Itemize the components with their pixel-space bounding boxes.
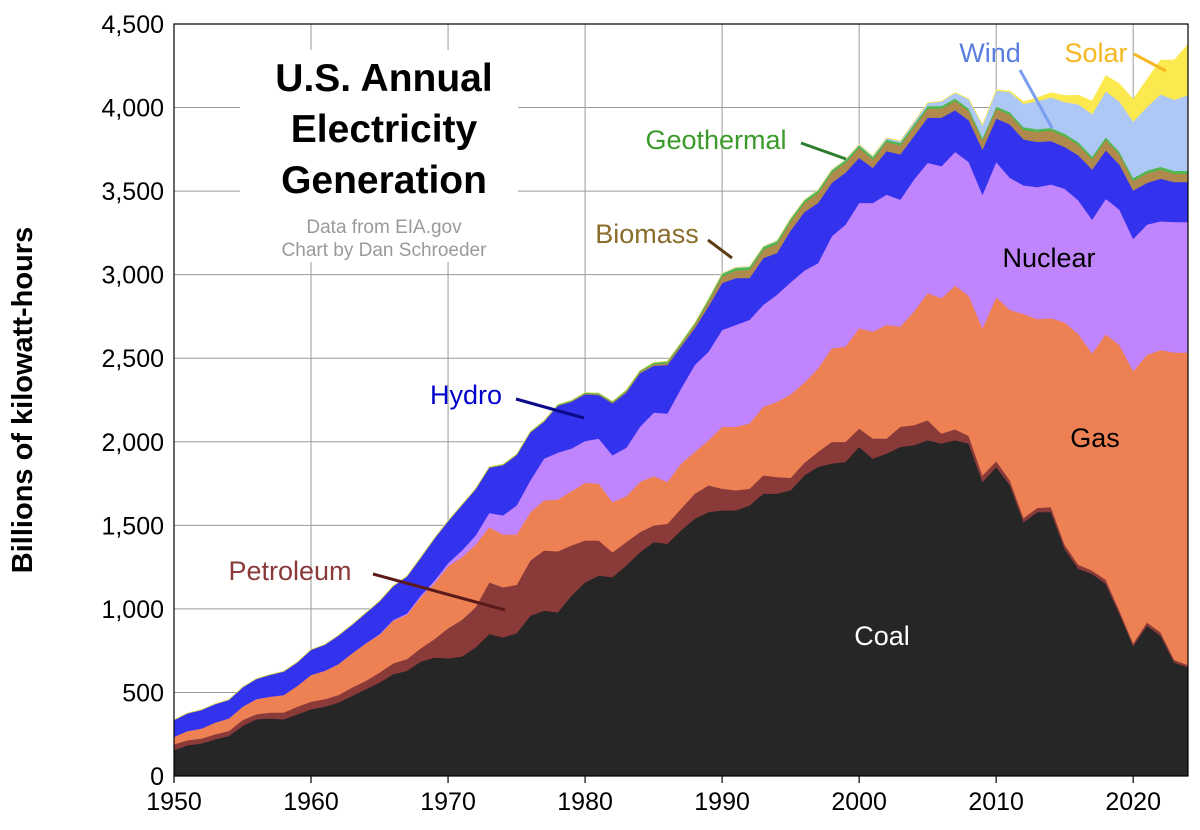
hydro-leader-line xyxy=(515,397,585,420)
hydro-label: Hydro xyxy=(430,380,502,410)
x-tick-label: 1970 xyxy=(420,788,476,816)
x-tick-label: 2000 xyxy=(831,788,887,816)
chart-title-line-1: U.S. Annual xyxy=(275,57,492,100)
chart-title-line-2: Electricity xyxy=(291,108,478,151)
x-tick-label: 1960 xyxy=(283,788,339,816)
title-box xyxy=(240,50,518,215)
y-tick-label: 0 xyxy=(150,763,164,791)
petroleum-label: Petroleum xyxy=(228,556,351,586)
biomass-leader-line xyxy=(707,238,733,260)
x-tick-label: 2020 xyxy=(1105,788,1161,816)
biomass-label: Biomass xyxy=(595,219,699,249)
y-tick-label: 2,500 xyxy=(101,345,164,373)
y-tick-label: 4,000 xyxy=(101,95,164,123)
y-tick-label: 1,000 xyxy=(101,596,164,624)
solar-leader-line xyxy=(1133,52,1167,73)
y-axis-label: Billions of kilowatt-hours xyxy=(7,227,39,573)
geothermal-leader-line xyxy=(800,141,847,161)
y-tick-label: 3,500 xyxy=(101,178,164,206)
y-tick-label: 4,500 xyxy=(101,11,164,39)
wind-label: Wind xyxy=(959,38,1021,68)
plot-frame xyxy=(173,23,1189,777)
x-tick-label: 1980 xyxy=(557,788,613,816)
credit-line-2: Chart by Dan Schroeder xyxy=(282,240,488,261)
wind-leader-line xyxy=(1018,69,1054,129)
chart-title-line-3: Generation xyxy=(281,159,487,202)
nuclear-label: Nuclear xyxy=(1002,243,1095,273)
geothermal-label: Geothermal xyxy=(645,125,786,155)
petroleum-leader-line xyxy=(372,572,506,612)
series-annotations: Coal Petroleum Gas Nuclear Hydro Biomass… xyxy=(228,38,1167,651)
gas-label: Gas xyxy=(1070,423,1120,453)
coal-label: Coal xyxy=(854,621,910,651)
x-tick-label: 2010 xyxy=(968,788,1024,816)
y-axis-ticks: 0 500 1,000 1,500 2,000 2,500 3,000 3,500 4,000 4… xyxy=(101,11,164,791)
credit-line-1: Data from EIA.gov xyxy=(306,217,462,238)
y-tick-label: 1,500 xyxy=(101,512,164,540)
x-tick-label: 1950 xyxy=(146,788,202,816)
credit-box xyxy=(258,212,510,262)
x-tick-label: 1990 xyxy=(694,788,750,816)
y-tick-label: 3,000 xyxy=(101,262,164,290)
y-tick-label: 500 xyxy=(122,679,164,707)
y-tick-label: 2,000 xyxy=(101,429,164,457)
solar-label: Solar xyxy=(1064,38,1127,68)
x-axis-ticks: 1950 1960 1970 1980 1990 2000 2010 2020 xyxy=(146,776,1161,816)
